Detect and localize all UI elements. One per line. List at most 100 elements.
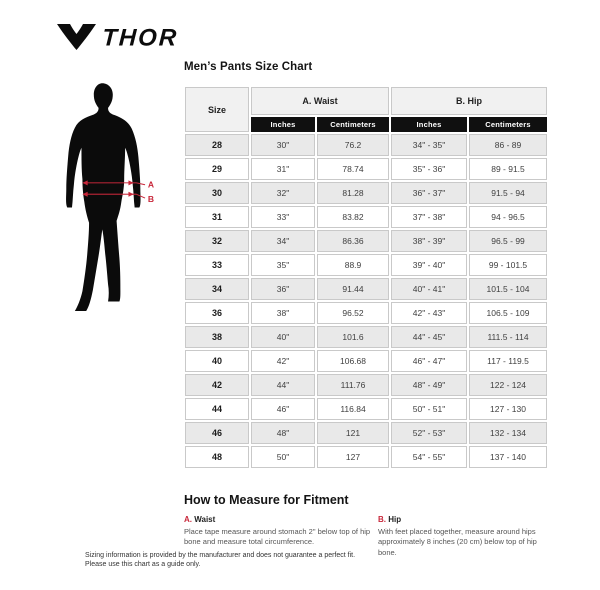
table-row: 30 32" 81.28 36" - 37" 91.5 - 94 (185, 182, 547, 204)
hip-centimeters-cell: 101.5 - 104 (469, 278, 547, 300)
thor-wordmark: THOR (102, 25, 179, 51)
hip-centimeters-cell: 117 - 119.5 (469, 350, 547, 372)
hip-instructions-label: B. Hip (378, 515, 556, 524)
hip-centimeters-cell: 132 - 134 (469, 422, 547, 444)
size-cell: 40 (185, 350, 249, 372)
table-row: 32 34" 86.36 38" - 39" 96.5 - 99 (185, 230, 547, 252)
table-subheader-row: Inches Centimeters Inches Centimeters (185, 117, 547, 132)
waist-instructions-text: Place tape measure around stomach 2" bel… (184, 526, 371, 547)
subcol-hip-inches: Inches (391, 117, 467, 132)
arrow-left-icon (82, 180, 88, 186)
waist-centimeters-cell: 83.82 (317, 206, 389, 228)
male-silhouette-figure: A B (66, 83, 154, 311)
hip-inches-cell: 50" - 51" (391, 398, 467, 420)
waist-centimeters-cell: 91.44 (317, 278, 389, 300)
subcol-waist-inches: Inches (251, 117, 315, 132)
col-header-waist: A. Waist (251, 87, 389, 115)
hip-centimeters-cell: 99 - 101.5 (469, 254, 547, 276)
hip-centimeters-cell: 122 - 124 (469, 374, 547, 396)
size-cell: 38 (185, 326, 249, 348)
hip-inches-cell: 35" - 36" (391, 158, 467, 180)
subcol-hip-centimeters: Centimeters (469, 117, 547, 132)
table-row: 31 33" 83.82 37" - 38" 94 - 96.5 (185, 206, 547, 228)
waist-measurement-line-a: A (82, 180, 154, 190)
table-row: 46 48" 121 52" - 53" 132 - 134 (185, 422, 547, 444)
waist-inches-cell: 30" (251, 134, 315, 156)
size-cell: 46 (185, 422, 249, 444)
hip-centimeters-cell: 106.5 - 109 (469, 302, 547, 324)
waist-instructions: A. Waist Place tape measure around stoma… (184, 515, 378, 558)
sizing-disclaimer: Sizing information is provided by the ma… (85, 551, 355, 570)
waist-inches-cell: 35" (251, 254, 315, 276)
hip-inches-cell: 42" - 43" (391, 302, 467, 324)
waist-inches-cell: 34" (251, 230, 315, 252)
table-row: 38 40" 101.6 44" - 45" 111.5 - 114 (185, 326, 547, 348)
size-chart-table: Size A. Waist B. Hip Inches Centimeters … (183, 85, 549, 470)
size-cell: 29 (185, 158, 249, 180)
table-row: 40 42" 106.68 46" - 47" 117 - 119.5 (185, 350, 547, 372)
thor-horns-icon (57, 24, 96, 50)
waist-centimeters-cell: 121 (317, 422, 389, 444)
hip-inches-cell: 46" - 47" (391, 350, 467, 372)
hip-inches-cell: 54" - 55" (391, 446, 467, 468)
hip-inches-cell: 37" - 38" (391, 206, 467, 228)
waist-centimeters-cell: 88.9 (317, 254, 389, 276)
hip-instructions: B. Hip With feet placed together, measur… (378, 515, 556, 558)
hip-centimeters-cell: 127 - 130 (469, 398, 547, 420)
how-to-measure-heading: How to Measure for Fitment (184, 493, 349, 507)
waist-inches-cell: 44" (251, 374, 315, 396)
hip-label: Hip (388, 515, 402, 524)
table-row: 48 50" 127 54" - 55" 137 - 140 (185, 446, 547, 468)
male-silhouette (66, 83, 141, 311)
waist-inches-cell: 36" (251, 278, 315, 300)
hip-measurement-line-b: B (82, 191, 154, 204)
table-row: 28 30" 76.2 34" - 35" 86 - 89 (185, 134, 547, 156)
waist-inches-cell: 42" (251, 350, 315, 372)
waist-inches-cell: 50" (251, 446, 315, 468)
page-title: Men’s Pants Size Chart (184, 61, 313, 73)
hip-inches-cell: 52" - 53" (391, 422, 467, 444)
hip-inches-cell: 44" - 45" (391, 326, 467, 348)
waist-centimeters-cell: 96.52 (317, 302, 389, 324)
measure-label-a: A (148, 180, 154, 190)
size-cell: 33 (185, 254, 249, 276)
table-row: 36 38" 96.52 42" - 43" 106.5 - 109 (185, 302, 547, 324)
hip-inches-cell: 38" - 39" (391, 230, 467, 252)
waist-label: Waist (194, 515, 216, 524)
table-row: 44 46" 116.84 50" - 51" 127 - 130 (185, 398, 547, 420)
waist-centimeters-cell: 106.68 (317, 350, 389, 372)
waist-inches-cell: 40" (251, 326, 315, 348)
hip-inches-cell: 34" - 35" (391, 134, 467, 156)
waist-centimeters-cell: 127 (317, 446, 389, 468)
table-row: 34 36" 91.44 40" - 41" 101.5 - 104 (185, 278, 547, 300)
size-cell: 31 (185, 206, 249, 228)
waist-centimeters-cell: 76.2 (317, 134, 389, 156)
disclaimer-line-1: Sizing information is provided by the ma… (85, 552, 356, 559)
hip-inches-cell: 48" - 49" (391, 374, 467, 396)
hip-inches-cell: 36" - 37" (391, 182, 467, 204)
size-cell: 44 (185, 398, 249, 420)
hip-centimeters-cell: 91.5 - 94 (469, 182, 547, 204)
size-cell: 42 (185, 374, 249, 396)
hip-centimeters-cell: 137 - 140 (469, 446, 547, 468)
waist-centimeters-cell: 86.36 (317, 230, 389, 252)
waist-centimeters-cell: 101.6 (317, 326, 389, 348)
thor-logo: THOR (57, 23, 183, 56)
waist-inches-cell: 31" (251, 158, 315, 180)
waist-instructions-label: A. Waist (184, 515, 378, 524)
waist-centimeters-cell: 81.28 (317, 182, 389, 204)
hip-prefix: B. (378, 515, 386, 524)
hip-instructions-text: With feet placed together, measure aroun… (378, 526, 537, 557)
disclaimer-line-2: Please use this chart as a guide only. (85, 561, 201, 569)
table-row: 42 44" 111.76 48" - 49" 122 - 124 (185, 374, 547, 396)
hip-centimeters-cell: 111.5 - 114 (469, 326, 547, 348)
col-header-size: Size (185, 87, 249, 132)
waist-inches-cell: 46" (251, 398, 315, 420)
waist-inches-cell: 48" (251, 422, 315, 444)
hip-centimeters-cell: 96.5 - 99 (469, 230, 547, 252)
waist-centimeters-cell: 116.84 (317, 398, 389, 420)
table-header-row: Size A. Waist B. Hip (185, 87, 547, 132)
measure-label-b: B (148, 194, 154, 204)
arrow-right-icon (128, 180, 134, 186)
size-cell: 34 (185, 278, 249, 300)
